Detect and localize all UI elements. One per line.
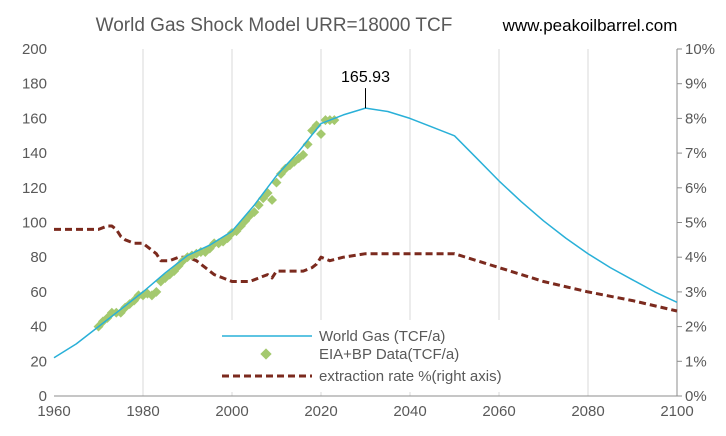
legend-label-model: World Gas (TCF/a) bbox=[319, 328, 445, 345]
y-left-tick-label: 80 bbox=[30, 249, 47, 266]
y-axis-left-ticks: 0 20 40 60 80 100 120 140 160 180 200 bbox=[22, 41, 47, 405]
legend-swatch-data bbox=[260, 348, 272, 360]
y-left-tick-label: 120 bbox=[22, 180, 47, 197]
peak-label: 165.93 bbox=[341, 69, 390, 86]
x-axis-ticks: 1960 1980 2000 2020 2040 2060 2080 2100 bbox=[37, 403, 693, 420]
grid-lines bbox=[142, 49, 589, 396]
x-tick-label: 2040 bbox=[393, 403, 426, 420]
legend-entry-rate: extraction rate %(right axis) bbox=[222, 368, 502, 385]
x-tick-label: 2000 bbox=[215, 403, 248, 420]
legend-label-rate: extraction rate %(right axis) bbox=[319, 368, 502, 385]
legend-entry-model: World Gas (TCF/a) bbox=[222, 328, 445, 345]
y-left-tick-label: 100 bbox=[22, 215, 47, 232]
y-axis-right-ticks: 0% 1% 2% 3% 4% 5% 6% 7% 8% 9% 10% bbox=[677, 41, 715, 405]
data-point-eia-bp bbox=[151, 286, 162, 297]
data-point-eia-bp bbox=[249, 207, 260, 218]
y-left-tick-label: 180 bbox=[22, 76, 47, 93]
series-line-extraction-rate bbox=[54, 224, 678, 313]
y-right-tick-label: 1% bbox=[685, 353, 707, 370]
data-point-eia-bp bbox=[302, 139, 313, 150]
x-tick-label: 2020 bbox=[304, 403, 337, 420]
y-right-tick-label: 7% bbox=[685, 145, 707, 162]
watermark-text: www.peakoilbarrel.com bbox=[502, 16, 678, 35]
legend-label-data: EIA+BP Data(TCF/a) bbox=[319, 346, 459, 363]
y-right-tick-label: 2% bbox=[685, 319, 707, 336]
data-point-eia-bp bbox=[267, 194, 277, 205]
y-right-tick-label: 5% bbox=[685, 215, 707, 232]
y-right-tick-label: 4% bbox=[685, 249, 707, 266]
x-tick-label: 2080 bbox=[571, 403, 604, 420]
y-left-tick-label: 200 bbox=[22, 41, 47, 58]
legend: World Gas (TCF/a) EIA+BP Data(TCF/a) ext… bbox=[212, 320, 524, 392]
y-left-tick-label: 160 bbox=[22, 110, 47, 127]
data-point-eia-bp bbox=[298, 149, 309, 160]
y-right-tick-label: 3% bbox=[685, 284, 707, 301]
chart-title: World Gas Shock Model URR=18000 TCF bbox=[96, 15, 453, 36]
y-left-tick-label: 40 bbox=[30, 319, 47, 336]
y-right-tick-label: 8% bbox=[685, 110, 707, 127]
y-right-tick-label: 0% bbox=[685, 388, 707, 405]
y-left-tick-label: 20 bbox=[30, 353, 47, 370]
peak-annotation: 165.93 bbox=[341, 69, 390, 109]
x-tick-label: 1980 bbox=[126, 403, 159, 420]
legend-entry-data: EIA+BP Data(TCF/a) bbox=[260, 346, 459, 363]
data-point-eia-bp bbox=[316, 129, 326, 139]
y-left-tick-label: 140 bbox=[22, 145, 47, 162]
x-tick-label: 2100 bbox=[660, 403, 693, 420]
y-right-tick-label: 9% bbox=[685, 76, 707, 93]
x-tick-label: 2060 bbox=[482, 403, 515, 420]
y-left-tick-label: 60 bbox=[30, 284, 47, 301]
y-right-tick-label: 10% bbox=[685, 41, 715, 58]
y-right-tick-label: 6% bbox=[685, 180, 707, 197]
x-tick-label: 1960 bbox=[37, 403, 70, 420]
y-left-tick-label: 0 bbox=[39, 388, 47, 405]
